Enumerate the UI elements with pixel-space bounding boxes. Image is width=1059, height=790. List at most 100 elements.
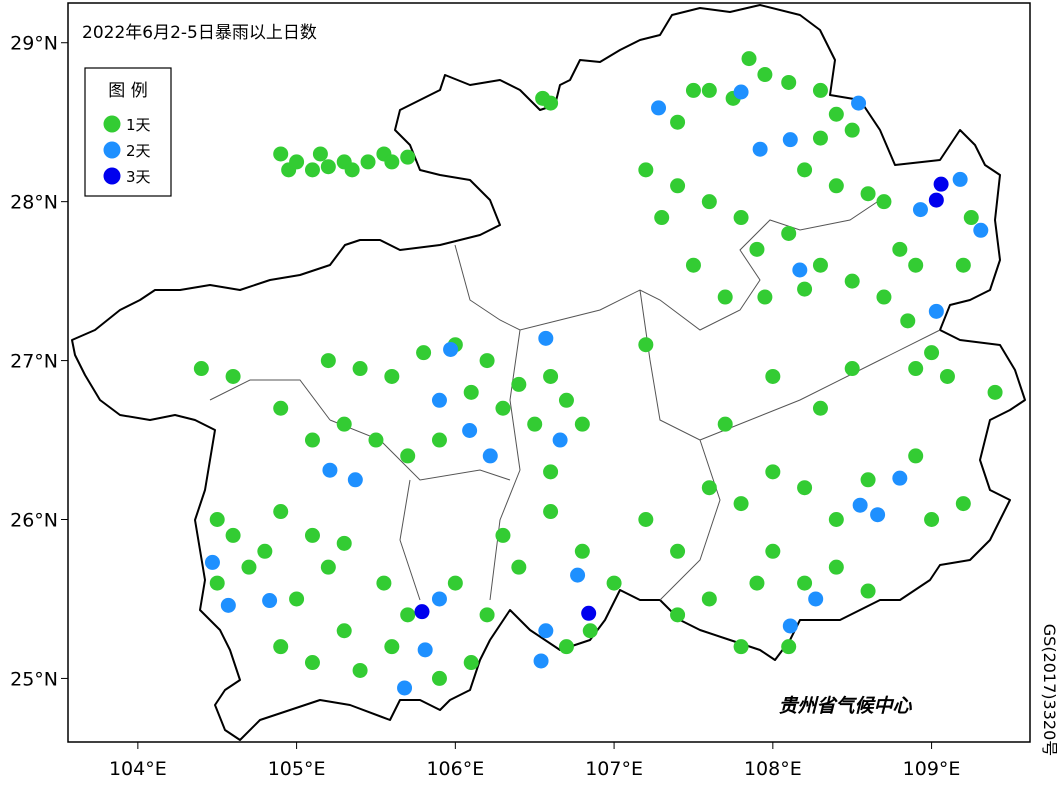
station-point [797,480,813,496]
station-point [939,368,955,384]
station-point [670,114,686,130]
legend-label: 2天 [126,142,151,160]
station-point [757,289,773,305]
station-point [912,202,928,218]
station-point [543,95,559,111]
station-point [928,303,944,319]
station-points [193,51,1003,696]
station-point [952,171,968,187]
legend-title: 图 例 [108,81,147,101]
station-point [273,639,289,655]
station-point [782,132,798,148]
station-point [908,448,924,464]
station-point [304,432,320,448]
station-point [538,623,554,639]
station-point [552,432,568,448]
station-point [924,345,940,361]
station-point [384,154,400,170]
station-point [852,497,868,513]
station-point [844,122,860,138]
station-point [685,82,701,98]
station-point [851,95,867,111]
station-point [973,222,989,238]
x-tick-label: 107°E [585,758,643,780]
station-point [928,192,944,208]
station-point [384,368,400,384]
station-point [220,597,236,613]
station-point [320,353,336,369]
station-point [963,210,979,226]
station-point [538,330,554,346]
station-point [336,623,352,639]
station-point [638,337,654,353]
station-point [431,432,447,448]
station-point [273,504,289,520]
station-point [670,178,686,194]
station-point [828,559,844,575]
station-point [701,480,717,496]
station-point [336,535,352,551]
station-point [463,655,479,671]
station-point [757,67,773,83]
station-point [900,313,916,329]
station-point [479,353,495,369]
station-point [320,159,336,175]
station-point [828,512,844,528]
station-point [638,512,654,528]
station-point [225,527,241,543]
credit: 贵州省气候中心 [778,695,912,717]
station-point [765,464,781,480]
station-point [397,680,413,696]
x-tick-label: 104°E [109,758,167,780]
station-point [533,653,549,669]
station-point [482,448,498,464]
station-point [741,51,757,67]
station-point [733,210,749,226]
legend-label: 1天 [126,116,151,134]
station-point [581,605,597,621]
station-point [495,527,511,543]
station-point [733,496,749,512]
station-point [543,504,559,520]
station-point [812,82,828,98]
station-point [304,162,320,178]
y-tick-label: 29°N [10,33,58,55]
legend-swatch [103,115,121,133]
y-tick-label: 27°N [10,351,58,373]
station-point [955,496,971,512]
station-point [908,361,924,377]
station-point [765,543,781,559]
prefecture-borders [209,199,941,601]
station-point [638,162,654,178]
station-point [558,392,574,408]
station-point [574,543,590,559]
station-point [670,543,686,559]
station-point [543,464,559,480]
station-point [462,423,478,439]
station-point [495,400,511,416]
station-point [273,146,289,162]
station-point [574,416,590,432]
station-point [892,241,908,257]
map-number: GS(2017)3320号 [1040,624,1059,756]
station-point [209,512,225,528]
station-point [955,257,971,273]
station-point [582,623,598,639]
station-point [752,141,768,157]
station-point [781,639,797,655]
station-point [511,376,527,392]
station-point [892,470,908,486]
station-point [876,289,892,305]
station-point [336,416,352,432]
station-point [527,416,543,432]
station-point [241,559,257,575]
station-point [320,559,336,575]
station-point [797,162,813,178]
station-point [701,82,717,98]
station-point [570,567,586,583]
station-point [654,210,670,226]
station-point [400,448,416,464]
station-point [511,559,527,575]
x-tick-label: 105°E [268,758,326,780]
